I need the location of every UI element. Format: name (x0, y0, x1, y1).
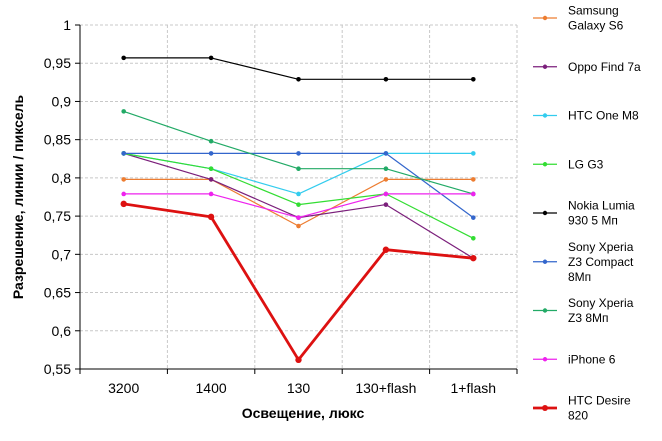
data-point (383, 76, 389, 82)
y-tick-label: 0,65 (44, 285, 71, 301)
legend-item-lg-g3: LG G3 (533, 157, 604, 171)
data-point (471, 235, 476, 241)
series-line (123, 57, 474, 80)
y-tick-label: 0,8 (52, 170, 72, 186)
series-sony-xperia-z3-compact-8мп (121, 151, 476, 220)
series-nokia-lumia-930-5-мп (121, 55, 476, 82)
data-point (121, 55, 126, 61)
x-tick-label: 3200 (108, 380, 139, 396)
legend-marker (542, 15, 548, 21)
data-point (296, 166, 301, 172)
legend-label: 8Мп (568, 270, 591, 284)
legend-label: HTC Desire (568, 394, 631, 408)
data-point (296, 202, 301, 207)
x-tick-labels: 3200 1400 130 130+flash 1+flash (108, 380, 496, 396)
data-point (296, 151, 301, 156)
legend-label: HTC One M8 (568, 109, 639, 123)
data-point (470, 254, 477, 262)
series-iphone-6 (121, 191, 476, 220)
data-point (383, 177, 389, 182)
y-tick-label: 0,75 (44, 208, 71, 224)
x-tick-label: 130+flash (355, 380, 416, 396)
data-point (208, 177, 214, 182)
legend-item-iphone-6: iPhone 6 (533, 352, 616, 366)
data-point (471, 215, 476, 220)
data-point (121, 151, 126, 156)
legend-label: Z3 Compact (568, 255, 634, 269)
gridlines (80, 24, 518, 370)
data-point (207, 213, 215, 221)
legend-item-oppo-find-7a: Oppo Find 7a (533, 60, 641, 74)
legend-marker (542, 210, 548, 216)
legend-marker (542, 405, 548, 411)
data-point (121, 191, 126, 197)
data-point (383, 191, 389, 197)
legend-marker (542, 259, 548, 264)
data-point (383, 151, 389, 156)
data-point (471, 191, 476, 197)
axes (75, 24, 518, 374)
x-axis-title: Освещение, люкс (242, 405, 365, 421)
data-point (383, 202, 389, 207)
series-htc-one-m8 (121, 151, 476, 197)
legend-marker (542, 64, 548, 69)
x-tick-label: 130 (287, 380, 311, 396)
data-point (296, 215, 301, 220)
data-point (208, 55, 214, 61)
legend-label: Galaxy S6 (568, 19, 624, 33)
data-point (208, 138, 214, 144)
data-point (296, 76, 301, 82)
data-point (295, 356, 302, 364)
data-point (208, 166, 214, 172)
data-point (382, 246, 390, 253)
series-line (123, 152, 474, 195)
x-tick-label: 1+flash (451, 380, 497, 396)
series-lines (120, 55, 477, 364)
legend-label: iPhone 6 (568, 352, 616, 366)
y-tick-label: 0,85 (44, 132, 71, 148)
legend-label: Oppo Find 7a (568, 60, 641, 74)
legend-label: Samsung (568, 4, 619, 18)
series-htc-desire-820 (120, 200, 477, 364)
data-point (471, 151, 476, 156)
data-point (383, 166, 389, 172)
legend-marker (542, 162, 548, 167)
legend-marker (542, 308, 548, 313)
data-point (208, 191, 214, 197)
legend-label: Sony Xperia (568, 240, 634, 254)
y-tick-label: 0,95 (44, 55, 71, 71)
legend-item-htc-one-m8: HTC One M8 (533, 109, 639, 123)
data-point (120, 200, 127, 208)
y-tick-label: 0,55 (44, 361, 71, 377)
y-tick-label: 0,7 (52, 246, 72, 262)
legend-label: Z3 8Мп (568, 311, 609, 325)
y-tick-labels: 0,55 0,6 0,65 0,7 0,75 0,8 0,85 0,9 0,95 1 (44, 17, 71, 377)
legend-label: 820 (568, 409, 588, 423)
legend-label: Sony Xperia (568, 296, 634, 310)
legend-marker (542, 113, 548, 118)
data-point (296, 191, 301, 197)
data-point (471, 177, 476, 182)
y-tick-label: 0,9 (52, 93, 72, 109)
y-tick-label: 0,6 (52, 323, 72, 339)
legend-label: Nokia Lumia (568, 199, 635, 213)
y-tick-label: 1 (63, 17, 71, 33)
y-axis-title: Разрешение, линии / пиксель (10, 94, 26, 299)
legend-label: 930 5 Мп (568, 214, 618, 228)
data-point (471, 76, 476, 82)
data-point (296, 223, 301, 229)
legend-marker (542, 357, 548, 362)
data-point (121, 177, 126, 182)
data-point (121, 109, 126, 114)
legend-label: LG G3 (568, 157, 604, 171)
x-tick-label: 1400 (196, 380, 227, 396)
data-point (208, 151, 214, 156)
